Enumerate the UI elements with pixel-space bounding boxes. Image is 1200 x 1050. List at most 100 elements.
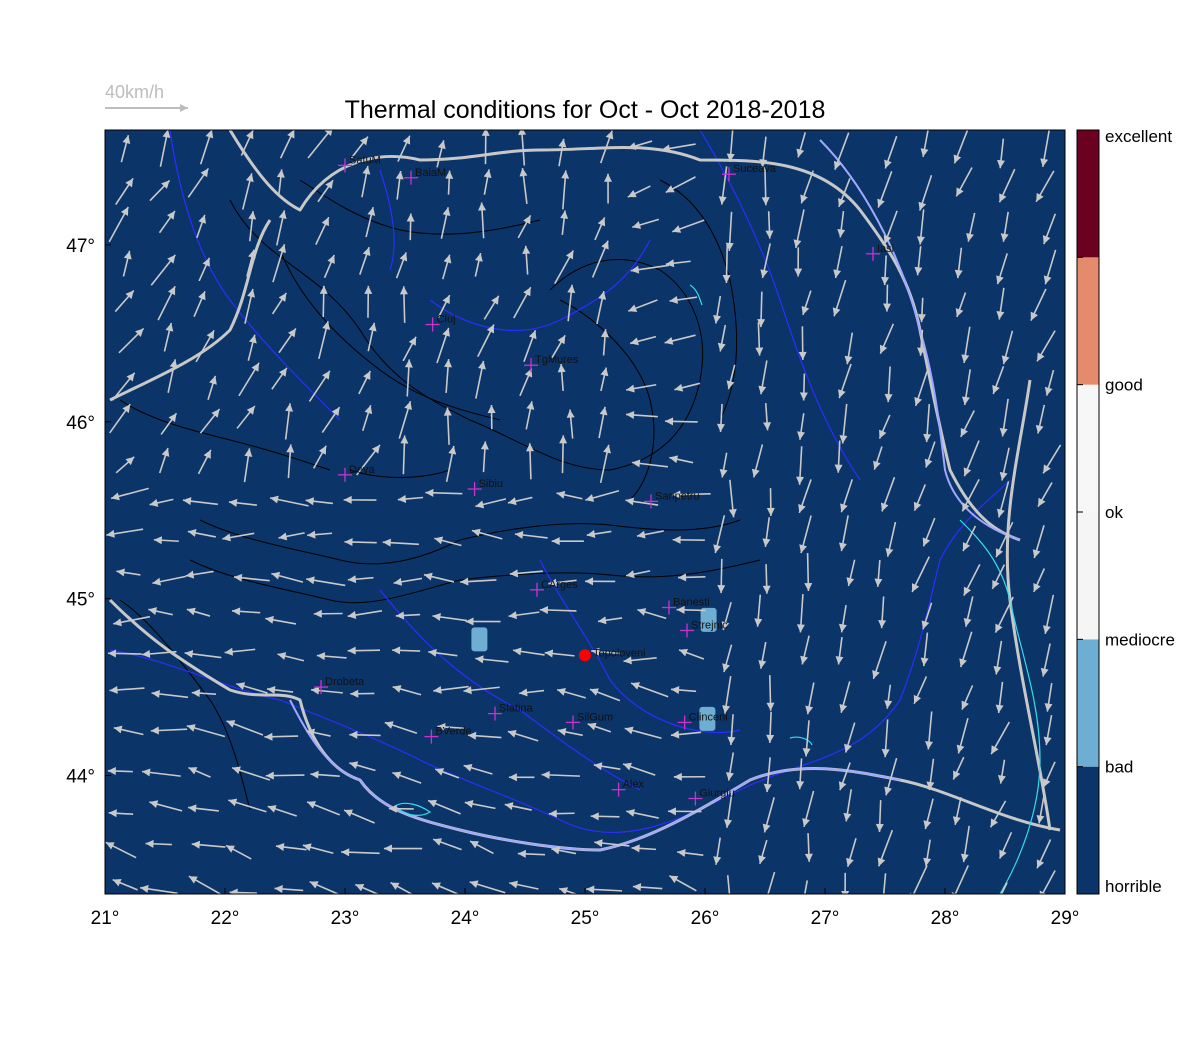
wind-arrowhead [1039,890,1047,894]
river [379,169,395,271]
wind-arrowhead [664,337,674,345]
wind-arrowhead [367,207,376,216]
wind-arrowhead [206,330,215,340]
wind-arrowhead [835,656,844,665]
wind-arrowhead [844,743,852,753]
wind-arrowhead [722,274,731,284]
wind-arrowhead [463,763,473,772]
wind-arrowhead [727,736,736,746]
wind-arrowhead [600,329,609,338]
colorbar-label: ok [1105,503,1123,522]
wind-arrowhead [209,375,217,385]
wind-arrowhead [112,878,122,887]
wind-reference-label: 40km/h [105,82,164,102]
wind-arrowhead [884,393,893,403]
wind-arrowhead [873,460,881,470]
wind-arrowhead [202,257,210,267]
wind-arrowhead [541,770,550,779]
wind-arrowhead [437,140,446,150]
contour-line [119,399,331,471]
wind-arrowhead [762,538,771,547]
wind-reference-arrowhead [180,104,188,112]
wind-arrowhead [679,648,688,657]
wind-arrowhead [669,295,679,304]
wind-arrowhead [244,448,253,457]
wind-arrowhead [879,897,887,905]
wind-arrowhead [926,781,935,790]
elevation-contours [119,179,761,811]
map-plot-area: SatuM BaiaM Suceava Iasi Cluj TgMures Deva Sibi… [104,129,1066,905]
city-label: Alex [623,779,645,791]
wind-arrowhead [248,334,257,344]
wind-arrowhead [799,392,808,401]
wind-arrowhead [278,367,287,377]
lon-tick-label: 23° [331,908,360,929]
wind-arrowhead [316,652,326,661]
wind-arrowhead [630,337,639,346]
wind-arrowhead [676,605,685,614]
wind-arrowhead [162,130,171,139]
wind-arrowhead [671,685,680,694]
wind-arrowhead [996,275,1004,285]
wind-arrowhead [524,368,533,378]
wind-arrowhead [109,685,118,694]
wind-arrowhead [805,705,814,715]
wind-arrowhead [796,624,805,633]
wind-arrowhead [724,819,732,828]
wind-arrowhead [469,841,479,849]
wind-arrowhead [113,725,123,734]
wind-arrowhead [519,688,528,697]
wind-arrowhead [589,688,599,696]
wind-arrowhead [111,492,120,501]
wind-arrowhead [997,159,1005,169]
wind-arrowhead [236,682,246,690]
wind-arrowhead [925,741,933,750]
wind-arrowhead [960,853,969,863]
wind-arrowhead [884,159,892,169]
wind-arrowhead [999,427,1008,437]
wind-arrowhead [626,570,635,579]
wind-arrowhead [678,573,687,582]
wind-arrowhead [995,548,1004,558]
wind-arrowhead [914,266,923,276]
city-label: Giurgiu [699,788,734,800]
wind-arrowhead [504,802,514,811]
contour-line [559,299,655,501]
wind-arrowhead [802,818,810,827]
city-markers: SatuM BaiaM Suceava Iasi Cluj TgMures Deva Sibi… [314,154,894,806]
wind-arrowhead [661,144,671,153]
wind-arrowhead [586,885,595,894]
wind-arrowhead [558,138,567,148]
wind-arrowhead [566,409,575,418]
wind-arrowhead [878,619,887,629]
wind-arrowhead [277,652,287,660]
wind-arrowhead [560,210,569,219]
wind-arrowhead [116,568,125,577]
wind-arrowhead [670,730,680,739]
wind-arrowhead [198,291,206,301]
wind-arrowhead [107,649,117,658]
wind-arrowhead [667,807,676,816]
wind-arrowhead [631,682,640,690]
wind-arrowhead [999,849,1007,859]
river [429,239,651,331]
wind-arrowhead [437,722,446,731]
wind-arrow [954,865,969,894]
wind-arrowhead [125,178,134,188]
wind-arrowhead [344,809,354,817]
wind-arrowhead [433,838,442,846]
lat-tick-label: 45° [66,590,95,611]
wind-arrowhead [393,577,403,586]
wind-arrowhead [551,846,560,855]
wind-arrowhead [271,571,281,580]
wind-arrowhead [999,193,1007,203]
wind-arrowhead [923,820,932,830]
wind-arrowhead [286,444,295,453]
wind-arrowhead [713,544,722,554]
river [379,589,641,791]
wind-arrowhead [881,276,890,286]
wind-arrowhead [1000,233,1009,242]
wind-arrowhead [757,319,766,328]
wind-arrowhead [1001,355,1010,365]
wind-arrowhead [1040,158,1049,167]
